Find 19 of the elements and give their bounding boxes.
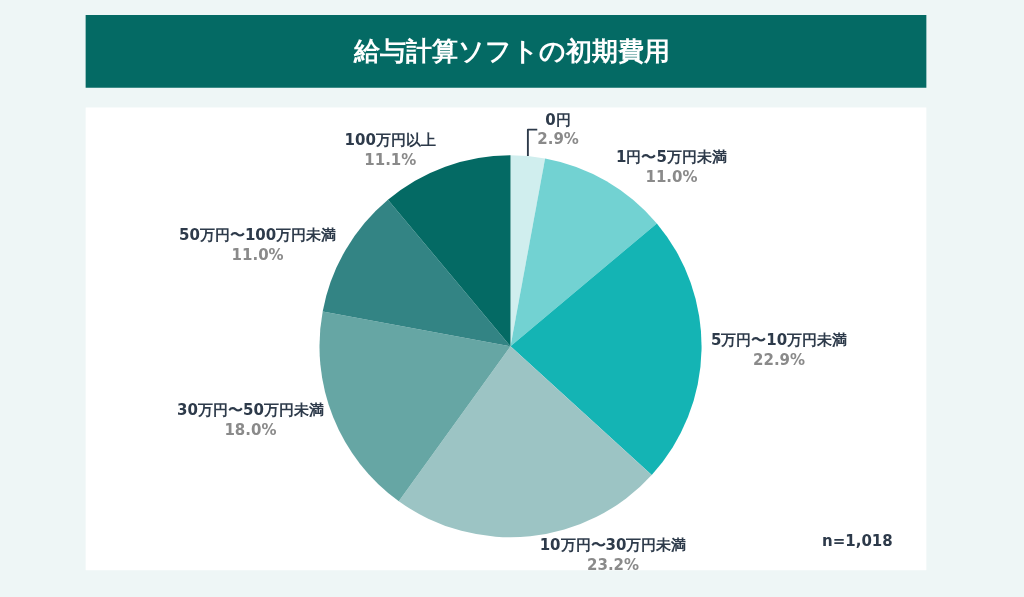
slice-label: 30万円〜50万円未満	[177, 401, 324, 420]
pie-slice	[510, 223, 702, 475]
data-label: 11.0%	[645, 167, 698, 186]
data-label: 18.0%	[224, 420, 277, 439]
text: n=1,018	[822, 532, 893, 550]
data-label: 22.9%	[753, 350, 806, 369]
data-label: 2.9%	[537, 130, 579, 149]
data-label: 23.2%	[587, 555, 640, 574]
slice-label: 5万円〜10万円未満	[710, 331, 848, 350]
slice-label: 100万円以上	[344, 131, 436, 150]
pie-slice	[398, 346, 652, 538]
pie-slice	[322, 199, 511, 347]
slice-label: 10万円〜30万円未満	[539, 536, 687, 555]
slice-label: 1円〜5万円未満	[616, 148, 727, 167]
chart-title: 給与計算ソフトの初期費用	[353, 35, 670, 66]
data-label: 11.0%	[231, 245, 284, 264]
slice-label: 0円	[545, 110, 571, 129]
slice-label: 50万円〜100万円未満	[179, 226, 337, 245]
data-label: 11.1%	[364, 150, 417, 169]
